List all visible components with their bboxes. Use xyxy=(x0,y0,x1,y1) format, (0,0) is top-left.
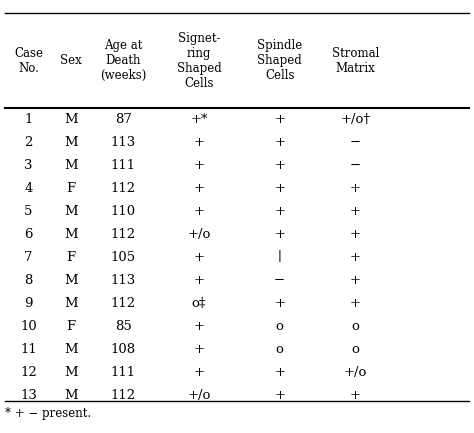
Text: +: + xyxy=(193,366,205,379)
Text: +: + xyxy=(193,136,205,149)
Text: o: o xyxy=(276,343,283,356)
Text: 4: 4 xyxy=(24,182,33,195)
Text: o: o xyxy=(352,320,359,333)
Text: F: F xyxy=(66,182,76,195)
Text: +*: +* xyxy=(191,113,208,126)
Text: Age at
Death
(weeks): Age at Death (weeks) xyxy=(100,39,146,82)
Text: M: M xyxy=(64,274,78,287)
Text: 10: 10 xyxy=(20,320,37,333)
Text: +: + xyxy=(350,228,361,241)
Text: F: F xyxy=(66,320,76,333)
Text: +: + xyxy=(274,159,285,172)
Text: −: − xyxy=(350,159,361,172)
Text: +/o: +/o xyxy=(187,389,211,402)
Text: 113: 113 xyxy=(110,274,136,287)
Text: −: − xyxy=(274,274,285,287)
Text: 112: 112 xyxy=(110,182,136,195)
Text: M: M xyxy=(64,366,78,379)
Text: 7: 7 xyxy=(24,251,33,264)
Text: Signet-
ring
Shaped
Cells: Signet- ring Shaped Cells xyxy=(177,32,221,90)
Text: F: F xyxy=(66,251,76,264)
Text: +: + xyxy=(274,136,285,149)
Text: +: + xyxy=(193,159,205,172)
Text: +: + xyxy=(274,205,285,218)
Text: Stromal
Matrix: Stromal Matrix xyxy=(332,47,379,74)
Text: +: + xyxy=(274,228,285,241)
Text: 110: 110 xyxy=(110,205,136,218)
Text: 112: 112 xyxy=(110,389,136,402)
Text: +: + xyxy=(193,320,205,333)
Text: o‡: o‡ xyxy=(192,297,206,310)
Text: o: o xyxy=(276,320,283,333)
Text: +: + xyxy=(350,274,361,287)
Text: +/o: +/o xyxy=(187,228,211,241)
Text: 112: 112 xyxy=(110,228,136,241)
Text: 111: 111 xyxy=(110,159,136,172)
Text: M: M xyxy=(64,205,78,218)
Text: 12: 12 xyxy=(20,366,37,379)
Text: Sex: Sex xyxy=(60,54,82,67)
Text: +: + xyxy=(350,182,361,195)
Text: +: + xyxy=(193,343,205,356)
Text: +/o†: +/o† xyxy=(340,113,371,126)
Text: 8: 8 xyxy=(24,274,33,287)
Text: 85: 85 xyxy=(115,320,132,333)
Text: +: + xyxy=(350,251,361,264)
Text: 112: 112 xyxy=(110,297,136,310)
Text: 13: 13 xyxy=(20,389,37,402)
Text: M: M xyxy=(64,343,78,356)
Text: +: + xyxy=(274,366,285,379)
Text: +: + xyxy=(193,274,205,287)
Text: +: + xyxy=(350,205,361,218)
Text: 6: 6 xyxy=(24,228,33,241)
Text: 1: 1 xyxy=(24,113,33,126)
Text: M: M xyxy=(64,389,78,402)
Text: −: − xyxy=(350,136,361,149)
Text: +: + xyxy=(193,182,205,195)
Text: o: o xyxy=(352,343,359,356)
Text: 108: 108 xyxy=(110,343,136,356)
Text: +: + xyxy=(274,297,285,310)
Text: 11: 11 xyxy=(20,343,37,356)
Text: * + − present.: * + − present. xyxy=(5,407,91,420)
Text: 3: 3 xyxy=(24,159,33,172)
Text: 5: 5 xyxy=(24,205,33,218)
Text: Spindle
Shaped
Cells: Spindle Shaped Cells xyxy=(257,39,302,82)
Text: 87: 87 xyxy=(115,113,132,126)
Text: +: + xyxy=(274,389,285,402)
Text: 9: 9 xyxy=(24,297,33,310)
Text: 2: 2 xyxy=(24,136,33,149)
Text: +/o: +/o xyxy=(344,366,367,379)
Text: M: M xyxy=(64,297,78,310)
Text: 113: 113 xyxy=(110,136,136,149)
Text: M: M xyxy=(64,136,78,149)
Text: +: + xyxy=(193,251,205,264)
Text: +: + xyxy=(350,389,361,402)
Text: Case
No.: Case No. xyxy=(14,47,43,74)
Text: M: M xyxy=(64,228,78,241)
Text: 111: 111 xyxy=(110,366,136,379)
Text: M: M xyxy=(64,159,78,172)
Text: +: + xyxy=(274,113,285,126)
Text: +: + xyxy=(193,205,205,218)
Text: ∣: ∣ xyxy=(278,251,282,264)
Text: 105: 105 xyxy=(110,251,136,264)
Text: +: + xyxy=(274,182,285,195)
Text: +: + xyxy=(350,297,361,310)
Text: M: M xyxy=(64,113,78,126)
